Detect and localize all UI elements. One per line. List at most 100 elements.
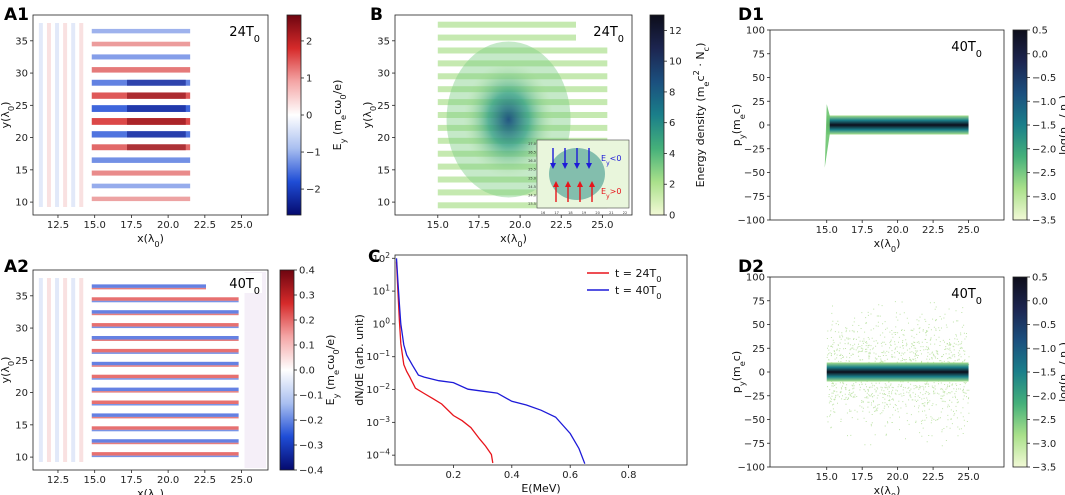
density-stripe xyxy=(437,47,608,54)
colorbar xyxy=(279,269,295,471)
field-stripe xyxy=(91,361,239,366)
inset-arrowhead-down xyxy=(550,163,556,169)
y-tick-label: 20 xyxy=(15,133,28,144)
field-stripe-core xyxy=(127,144,186,151)
field-stripe xyxy=(91,157,191,163)
field-ripple xyxy=(38,278,43,462)
time-label-bg xyxy=(206,19,262,41)
panel-label: D2 xyxy=(738,257,764,277)
inset-x-tick: 20 xyxy=(595,211,599,215)
colorbar-label: log(nb / nc) xyxy=(1057,95,1065,155)
colorbar-tick-label: 0.3 xyxy=(299,291,315,302)
density-stripe xyxy=(437,176,608,183)
colorbar-tick-label: 0.4 xyxy=(299,266,315,277)
x-tick-label: 20.0 xyxy=(887,225,909,236)
colorbar-tick-label: 0.0 xyxy=(1032,49,1048,60)
legend-label: t = 40T0 xyxy=(615,284,662,301)
y-tick-label: 100 xyxy=(372,316,390,331)
field-haze xyxy=(244,272,266,468)
x-tick-label: 17.5 xyxy=(120,475,142,486)
colorbar-tick-label: −1 xyxy=(306,148,321,159)
colorbar-tick-label: 6 xyxy=(669,118,675,129)
colorbar-tick-label: −0.2 xyxy=(299,416,323,427)
inset-arrowhead-down xyxy=(562,163,568,169)
inset-arrowhead-down xyxy=(586,163,592,169)
field-ripple xyxy=(71,23,76,207)
x-tick-label: 22.5 xyxy=(194,475,216,486)
density-stripe xyxy=(437,60,608,67)
inset-y-tick: 27.0 xyxy=(528,142,536,146)
x-tick-label: 15.0 xyxy=(427,220,449,231)
y-tick-label: 101 xyxy=(372,283,390,298)
x-tick-label: 25.0 xyxy=(230,220,252,231)
field-ripple xyxy=(38,23,43,207)
inset-x-tick: 19 xyxy=(582,211,586,215)
inset-arrowhead-up xyxy=(589,181,595,187)
x-tick-label: 12.5 xyxy=(47,220,69,231)
y-tick-label: −25 xyxy=(744,144,765,155)
time-label: 24T0 xyxy=(593,25,624,45)
b-frame xyxy=(394,14,633,216)
colorbar xyxy=(1012,29,1028,221)
colorbar-tick-label: 0 xyxy=(306,111,312,122)
field-stripe-edge xyxy=(91,300,239,303)
panel-label: A2 xyxy=(4,257,29,277)
x-axis-label: x(λ0) xyxy=(874,237,901,254)
y-axis-label: py(mec) xyxy=(730,104,747,146)
x-tick-label: 17.5 xyxy=(851,472,873,483)
field-stripe xyxy=(91,374,239,379)
field-ripple xyxy=(46,23,51,207)
inset-x-tick: 16 xyxy=(541,211,545,215)
y-tick-label: 25 xyxy=(15,101,28,112)
field-ripple xyxy=(79,278,84,462)
colorbar-tick-label: −3.5 xyxy=(1032,216,1056,227)
x-tick-label: 0.6 xyxy=(562,470,578,481)
field-stripe-core xyxy=(127,92,186,99)
y-tick-label: 102 xyxy=(372,250,390,265)
x-tick-label: 20.0 xyxy=(157,220,179,231)
y-tick-label: −50 xyxy=(744,168,765,179)
y-axis-label: y(λ0) xyxy=(361,102,378,129)
x-tick-label: 17.5 xyxy=(120,220,142,231)
colorbar-label: Ey (mecω0/e) xyxy=(324,335,341,406)
inset-y-tick: 23.5 xyxy=(528,202,536,206)
inset-label-negative: Ey<0 xyxy=(601,154,621,167)
y-tick-label: 35 xyxy=(377,36,390,47)
y-tick-label: 25 xyxy=(377,101,390,112)
y-tick-label: −75 xyxy=(744,192,765,203)
field-stripe-edge xyxy=(91,287,239,290)
time-label: 24T0 xyxy=(229,25,260,45)
x-tick-label: 17.5 xyxy=(851,225,873,236)
y-tick-label: 35 xyxy=(15,291,28,302)
colorbar xyxy=(286,14,302,216)
y-tick-label: 50 xyxy=(752,320,765,331)
density-stripe xyxy=(437,34,608,41)
time-label: 40T0 xyxy=(229,277,260,297)
colorbar-tick-label: −1.0 xyxy=(1032,344,1056,355)
y-axis-label: dN/dE (arb. unit) xyxy=(353,314,366,405)
field-stripe-edge xyxy=(91,365,239,367)
y-tick-label: 10−1 xyxy=(366,349,390,364)
field-stripe xyxy=(91,426,239,430)
y-axis-label: y(λ0) xyxy=(0,102,16,129)
density-core xyxy=(463,61,554,178)
y-tick-label: −100 xyxy=(738,463,765,474)
phase-spike xyxy=(824,104,830,168)
colorbar-tick-label: −3.0 xyxy=(1032,192,1056,203)
inset-y-tick: 24.5 xyxy=(528,185,536,189)
time-label: 40T0 xyxy=(951,40,982,60)
colorbar-tick-label: 0 xyxy=(669,211,675,222)
y-tick-label: −50 xyxy=(744,415,765,426)
field-stripe xyxy=(91,41,191,47)
x-tick-label: 15.0 xyxy=(816,472,838,483)
a1-frame xyxy=(32,14,269,216)
field-stripe-edge xyxy=(91,391,239,393)
inset-y-tick: 25.5 xyxy=(528,168,536,172)
field-stripe-edge xyxy=(91,429,239,432)
y-tick-label: −100 xyxy=(738,216,765,227)
field-stripe-edge xyxy=(91,442,239,445)
x-tick-label: 22.5 xyxy=(922,225,944,236)
x-tick-label: 0.8 xyxy=(621,470,637,481)
colorbar xyxy=(649,14,665,216)
field-ripple xyxy=(79,23,84,207)
